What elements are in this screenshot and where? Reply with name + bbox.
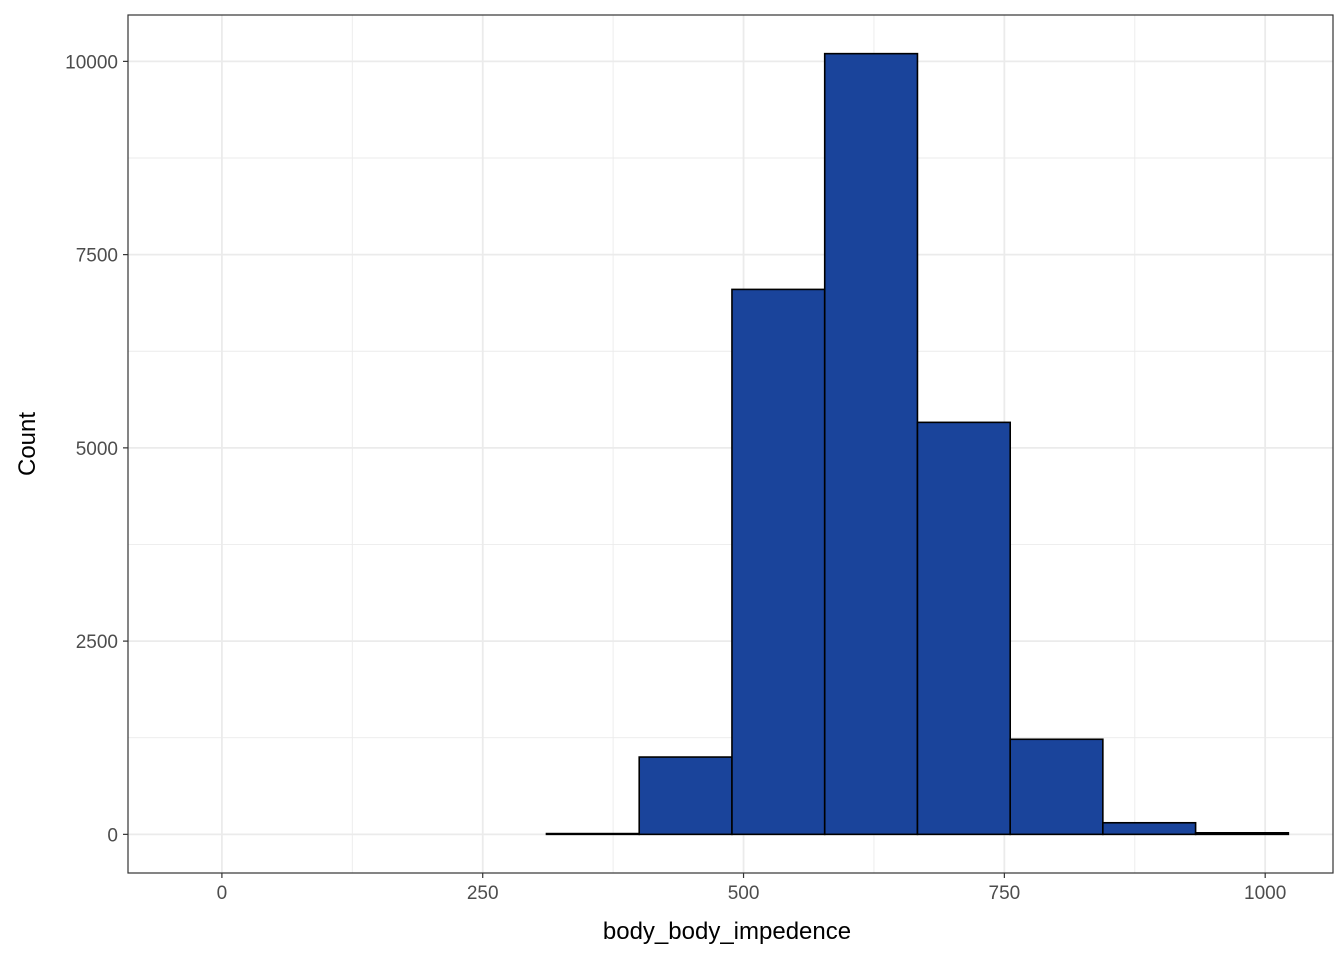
y-axis: 0 2500 5000 7500 10000 — [65, 52, 128, 846]
x-axis-title: body_body_impedence — [603, 918, 851, 945]
y-tick-label: 7500 — [76, 246, 118, 267]
histogram-bars — [545, 52, 1290, 836]
x-axis: 0 250 500 750 1000 — [217, 873, 1286, 904]
y-tick-label: 10000 — [65, 52, 118, 73]
y-tick-label: 0 — [107, 825, 118, 846]
panel-border — [127, 14, 1334, 874]
histogram-bar — [545, 832, 641, 836]
x-tick-label: 0 — [217, 883, 228, 904]
histogram-bar — [638, 756, 733, 836]
x-tick-label: 1000 — [1244, 883, 1286, 904]
x-tick-label: 750 — [989, 883, 1021, 904]
histogram-bar — [916, 421, 1012, 836]
histogram-bar — [1194, 832, 1290, 836]
y-tick-label: 5000 — [76, 439, 118, 460]
histogram-bar — [731, 288, 826, 836]
x-tick-label: 500 — [728, 883, 760, 904]
y-axis-title: Count — [14, 412, 41, 476]
histogram-bar — [823, 52, 919, 836]
y-tick-label: 2500 — [76, 632, 118, 653]
x-tick-label: 250 — [467, 883, 499, 904]
histogram-bar — [1009, 738, 1104, 836]
histogram-bar — [1102, 821, 1197, 836]
